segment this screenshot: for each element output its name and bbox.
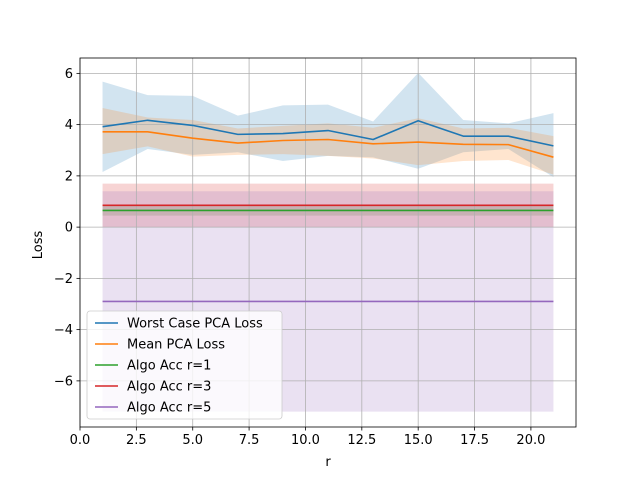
series-line-0	[102, 119, 554, 147]
x-tick-label: 7.5	[239, 433, 260, 448]
x-tick-label: 17.5	[460, 433, 489, 448]
legend-label-2: Algo Acc r=1	[127, 359, 211, 374]
y-tick-label: −4	[54, 323, 73, 338]
series-line-1	[102, 131, 554, 158]
axes-frame	[79, 57, 577, 428]
legend-box	[86, 310, 283, 420]
x-axis-label: r	[325, 455, 331, 470]
legend-label-4: Algo Acc r=5	[127, 401, 211, 416]
grid-lines	[79, 58, 576, 427]
y-tick-label: 0	[65, 221, 73, 236]
axis-ticks: 0.0 2.5 5.0 7.5 10.0 12.5 15.0 17.5 20.0 −6 −4 −2 0 2…	[54, 67, 546, 448]
legend-label-1: Mean PCA Loss	[127, 338, 225, 353]
y-tick-label: −2	[54, 272, 73, 287]
legend-label-3: Algo Acc r=3	[127, 380, 211, 395]
y-tick-label: 4	[65, 118, 73, 133]
x-tick-label: 12.5	[347, 433, 376, 448]
y-tick-label: 6	[65, 67, 73, 82]
x-tick-label: 15.0	[404, 433, 433, 448]
x-tick-label: 10.0	[291, 433, 320, 448]
legend: Worst Case PCA Loss Mean PCA Loss Algo Acc…	[86, 310, 283, 420]
x-tick-label: 5.0	[182, 433, 203, 448]
y-tick-label: −6	[54, 374, 73, 389]
y-axis-label: Loss	[31, 231, 46, 260]
x-tick-label: 0.0	[70, 433, 91, 448]
x-tick-label: 20.0	[516, 433, 545, 448]
series-lines	[102, 119, 554, 303]
legend-label-0: Worst Case PCA Loss	[127, 317, 263, 332]
x-tick-label: 2.5	[126, 433, 147, 448]
y-tick-label: 2	[65, 169, 73, 184]
